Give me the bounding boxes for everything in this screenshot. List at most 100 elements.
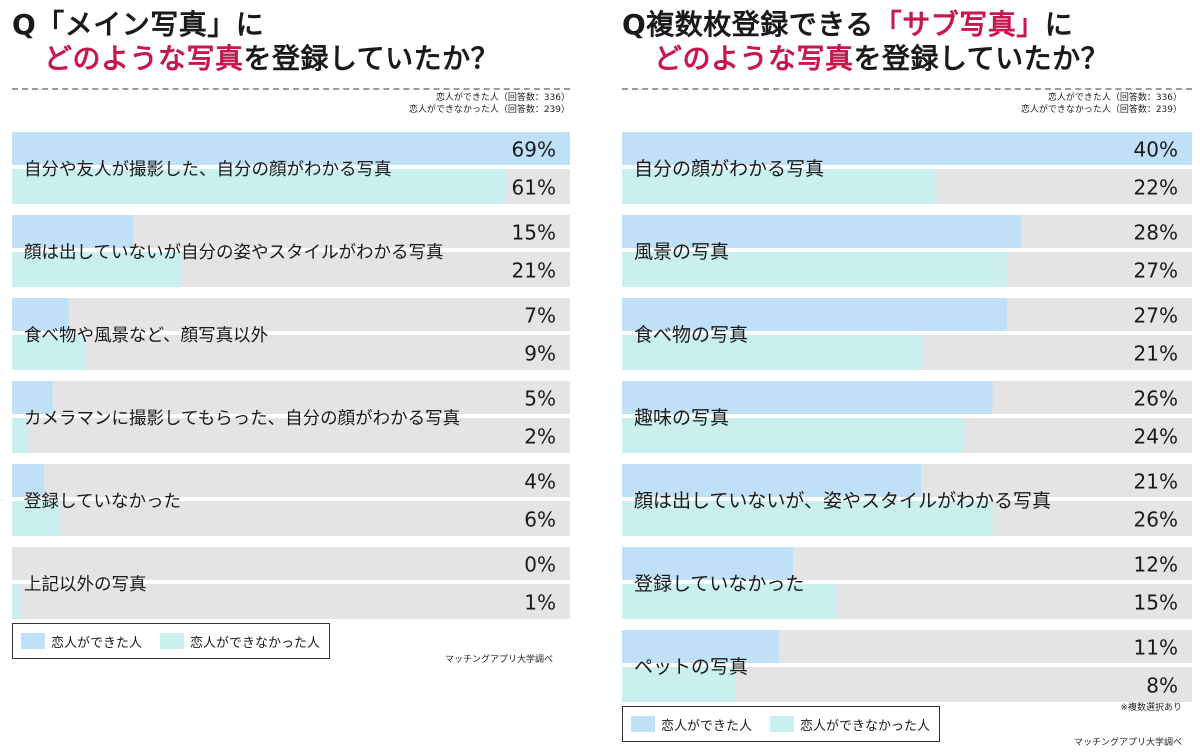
- right-category-label-6: ペットの写真: [634, 656, 748, 678]
- left-title-prefix: Q「メイン写真」に: [12, 8, 265, 41]
- right-category-label-0: 自分の顔がわかる写真: [634, 158, 824, 180]
- right-bar-1-1: [622, 252, 1007, 287]
- right-bar-3-1: [622, 418, 964, 453]
- left-value-label-2-1: 9%: [524, 342, 556, 366]
- left-chart-panel: Q「メイン写真」に どのような写真を登録していたか？ 恋人ができた人（回答数：3…: [12, 8, 570, 665]
- right-value-label-5-1: 15%: [1134, 591, 1178, 615]
- left-bar-3-1: [12, 418, 29, 453]
- left-bar-1-0: [12, 215, 134, 248]
- left-title-highlight: どのような写真: [44, 42, 244, 75]
- left-title-line2: どのような写真を登録していたか？: [44, 42, 499, 76]
- left-bar-chart: 69% 61% 自分や友人が撮影した、自分の顔がわかる写真 15% 21% 顔は出していな…: [12, 132, 570, 619]
- left-bar-1-1: [12, 252, 182, 287]
- left-value-label-4-0: 4%: [524, 470, 556, 494]
- left-value-label-0-0: 69%: [512, 138, 556, 162]
- right-bar-0-0: [622, 132, 1192, 165]
- left-bar-0-1: [12, 169, 506, 204]
- left-category-label-4: 登録していなかった: [24, 492, 181, 512]
- right-value-label-5-0: 12%: [1134, 553, 1178, 577]
- right-bar-4-0: [622, 464, 922, 497]
- right-value-label-6-1: 8%: [1146, 674, 1178, 698]
- left-legend-swatch-a: [21, 633, 45, 649]
- right-category-label-5: 登録していなかった: [634, 573, 804, 595]
- right-value-label-3-1: 24%: [1134, 425, 1178, 449]
- right-note-line2: 恋人ができなかった人（回答数：239）: [1020, 105, 1182, 115]
- right-note-line1: 恋人ができた人（回答数：336）: [1047, 93, 1182, 103]
- left-note-line2: 恋人ができなかった人（回答数：239）: [408, 105, 570, 115]
- right-bar-2-1: [622, 335, 922, 370]
- right-value-label-2-0: 27%: [1134, 304, 1178, 328]
- right-bar-6-0: [622, 630, 779, 663]
- left-bar-2-0: [12, 298, 69, 331]
- left-value-label-3-0: 5%: [524, 387, 556, 411]
- left-bar-2-1: [12, 335, 85, 370]
- left-value-label-1-0: 15%: [512, 221, 556, 245]
- right-bar-6-1: [622, 667, 736, 702]
- right-title-prefix: Q複数枚登録できる: [622, 8, 874, 41]
- left-bar-5-1: [12, 584, 21, 619]
- right-title-highlight2: どのような写真: [654, 42, 854, 75]
- left-bar-0-0: [12, 132, 570, 165]
- right-value-label-2-1: 21%: [1134, 342, 1178, 366]
- right-category-label-1: 風景の写真: [634, 241, 729, 263]
- right-value-label-1-1: 27%: [1134, 259, 1178, 283]
- left-note-line1: 恋人ができた人（回答数：336）: [435, 93, 570, 103]
- right-source: マッチングアプリ大学調べ: [1073, 738, 1182, 748]
- right-bar-1-0: [622, 215, 1021, 248]
- right-bar-0-1: [622, 169, 936, 204]
- right-title-line2: どのような写真を登録していたか？: [654, 42, 1109, 76]
- left-track-3-1: [12, 418, 570, 453]
- left-legend: 恋人ができた人 恋人ができなかった人: [12, 623, 330, 659]
- left-track-3-0: [12, 381, 570, 414]
- right-legend-swatch-b: [770, 716, 795, 732]
- left-value-label-5-0: 0%: [524, 553, 556, 577]
- left-track-4-1: [12, 501, 570, 536]
- right-legend: 恋人ができた人 恋人ができなかった人: [622, 706, 940, 742]
- right-legend-swatch-a: [631, 716, 655, 732]
- left-track-5-0: [12, 547, 570, 580]
- right-multi-select-note: ※複数選択あり: [1120, 703, 1182, 713]
- left-value-label-5-1: 1%: [524, 591, 556, 615]
- left-category-label-0: 自分や友人が撮影した、自分の顔がわかる写真: [24, 160, 392, 180]
- right-title-highlight1: 「サブ写真」: [873, 8, 1045, 41]
- left-legend-item-a: 恋人ができた人: [21, 632, 142, 651]
- right-value-label-3-0: 26%: [1134, 387, 1178, 411]
- left-bar-3-0: [12, 381, 53, 414]
- right-value-label-0-1: 22%: [1134, 176, 1178, 200]
- left-track-5-1: [12, 584, 570, 619]
- left-value-label-4-1: 6%: [524, 508, 556, 532]
- right-category-label-3: 趣味の写真: [634, 407, 729, 429]
- left-bar-4-1: [12, 501, 61, 536]
- left-category-label-5: 上記以外の写真: [24, 575, 147, 595]
- left-legend-label-a: 恋人ができた人: [51, 635, 143, 651]
- right-title-divider: [622, 88, 1192, 90]
- right-value-label-4-0: 21%: [1134, 470, 1178, 494]
- right-bar-4-1: [622, 501, 993, 536]
- right-value-label-0-0: 40%: [1134, 138, 1178, 162]
- left-value-label-2-0: 7%: [524, 304, 556, 328]
- right-value-label-1-0: 28%: [1134, 221, 1178, 245]
- left-value-label-1-1: 21%: [512, 259, 556, 283]
- right-respondent-note: 恋人ができた人（回答数：336） 恋人ができなかった人（回答数：239）: [1021, 92, 1182, 116]
- left-title-suffix: を登録していたか？: [243, 42, 500, 75]
- right-legend-label-a: 恋人ができた人: [661, 718, 753, 734]
- left-respondent-note: 恋人ができた人（回答数：336） 恋人ができなかった人（回答数：239）: [409, 92, 570, 116]
- right-title-suffix1: に: [1044, 8, 1074, 41]
- right-legend-label-b: 恋人ができなかった人: [800, 718, 931, 734]
- right-bar-5-0: [622, 547, 793, 580]
- right-title-line1: Q複数枚登録できる「サブ写真」に: [622, 8, 1073, 42]
- right-chart-panel: Q複数枚登録できる「サブ写真」に どのような写真を登録していたか？ 恋人ができた…: [612, 0, 1200, 754]
- left-track-2-0: [12, 298, 570, 331]
- left-bar-4-0: [12, 464, 45, 497]
- left-legend-swatch-b: [160, 633, 185, 649]
- left-category-label-1: 顔は出していないが自分の姿やスタイルがわかる写真: [24, 243, 443, 263]
- right-category-label-4: 顔は出していないが、姿やスタイルがわかる写真: [634, 490, 1051, 512]
- right-bar-5-1: [622, 584, 836, 619]
- right-legend-item-a: 恋人ができた人: [631, 715, 752, 734]
- left-category-label-3: カメラマンに撮影してもらった、自分の顔がわかる写真: [24, 409, 460, 429]
- left-legend-item-b: 恋人ができなかった人: [160, 632, 320, 651]
- left-value-label-3-1: 2%: [524, 425, 556, 449]
- left-value-label-0-1: 61%: [512, 176, 556, 200]
- right-bar-2-0: [622, 298, 1007, 331]
- left-source: マッチングアプリ大学調べ: [445, 655, 554, 665]
